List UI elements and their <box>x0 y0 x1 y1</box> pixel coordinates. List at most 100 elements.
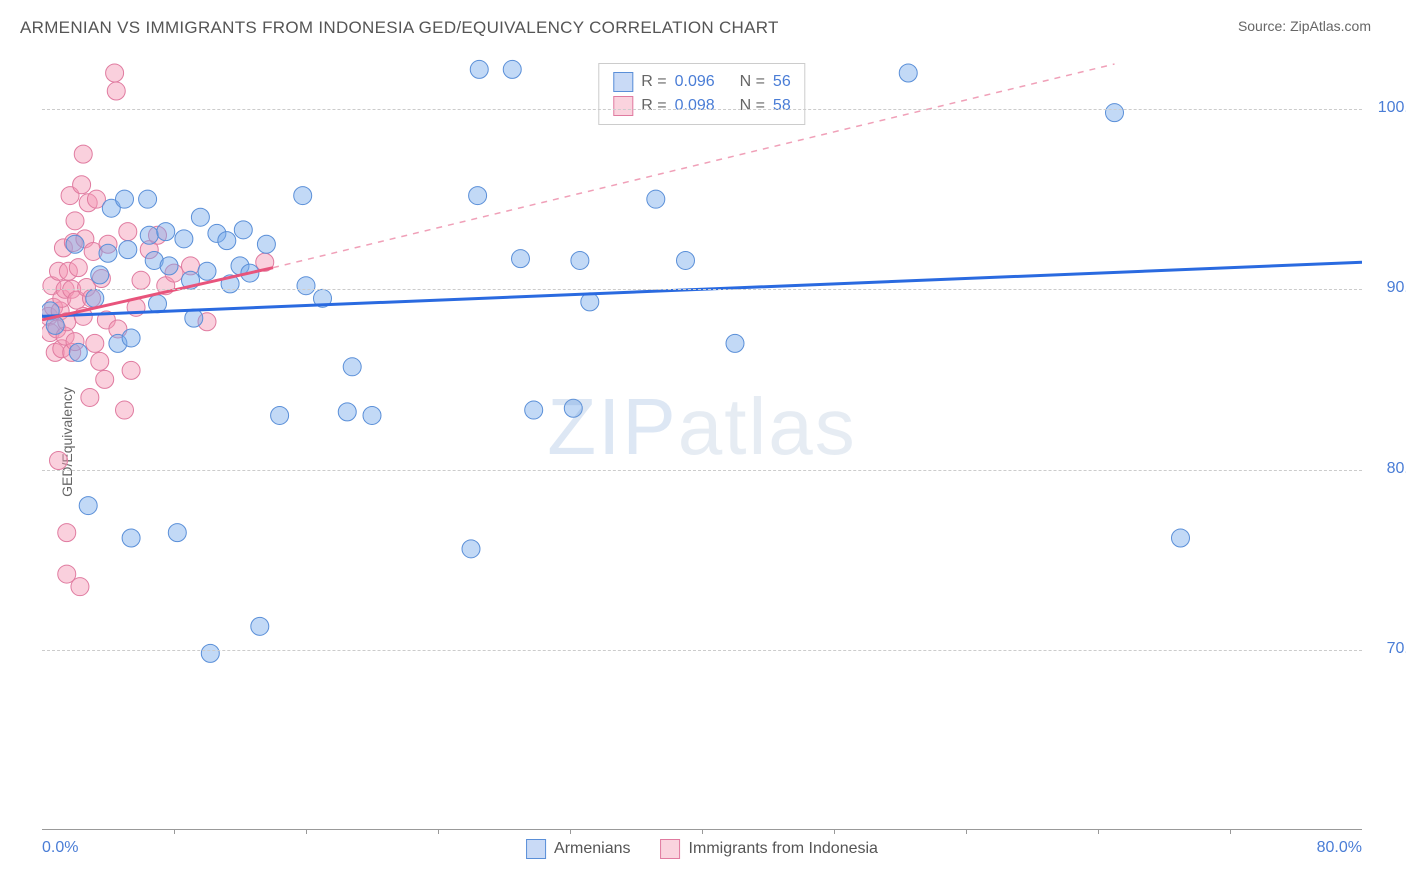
stats-legend-row: R = 0.096 N = 56 <box>613 70 790 94</box>
x-tick <box>306 829 307 834</box>
series-legend: Armenians Immigrants from Indonesia <box>526 839 878 859</box>
gridline <box>42 470 1362 471</box>
scatter-point <box>71 578 89 596</box>
scatter-point <box>503 60 521 78</box>
scatter-point <box>96 370 114 388</box>
scatter-point <box>726 334 744 352</box>
scatter-point <box>251 617 269 635</box>
scatter-point <box>1172 529 1190 547</box>
scatter-point <box>116 401 134 419</box>
r-value: 0.098 <box>675 97 715 115</box>
scatter-point <box>107 82 125 100</box>
x-tick <box>966 829 967 834</box>
x-tick <box>1098 829 1099 834</box>
scatter-point <box>294 187 312 205</box>
r-label: R = <box>641 73 666 91</box>
x-tick <box>702 829 703 834</box>
n-label: N = <box>740 73 765 91</box>
scatter-point <box>99 244 117 262</box>
scatter-point <box>899 64 917 82</box>
scatter-point <box>119 223 137 241</box>
x-max-label: 80.0% <box>1317 839 1362 857</box>
x-tick <box>438 829 439 834</box>
n-value: 56 <box>773 73 791 91</box>
scatter-point <box>470 60 488 78</box>
scatter-point <box>122 361 140 379</box>
y-tick-label: 90.0% <box>1387 279 1406 297</box>
scatter-point <box>132 271 150 289</box>
scatter-point <box>86 289 104 307</box>
scatter-point <box>160 257 178 275</box>
x-tick <box>834 829 835 834</box>
n-label: N = <box>740 97 765 115</box>
series-legend-item: Armenians <box>526 839 630 859</box>
scatter-point <box>469 187 487 205</box>
x-tick <box>570 829 571 834</box>
scatter-point <box>66 235 84 253</box>
scatter-point <box>66 212 84 230</box>
scatter-point <box>175 230 193 248</box>
legend-swatch <box>613 72 633 92</box>
scatter-point <box>122 529 140 547</box>
scatter-point <box>191 208 209 226</box>
scatter-point <box>198 262 216 280</box>
scatter-point <box>257 235 275 253</box>
scatter-point <box>106 64 124 82</box>
scatter-point <box>81 388 99 406</box>
stats-legend: R = 0.096 N = 56 R = 0.098 N = 58 <box>598 63 805 125</box>
legend-label: Armenians <box>554 840 630 858</box>
chart-area: GED/Equivalency ZIPatlas R = 0.096 N = 5… <box>42 55 1362 830</box>
scatter-point <box>168 524 186 542</box>
scatter-point <box>73 176 91 194</box>
scatter-point <box>564 399 582 417</box>
scatter-point <box>69 343 87 361</box>
scatter-point <box>201 644 219 662</box>
r-label: R = <box>641 97 666 115</box>
scatter-point <box>647 190 665 208</box>
stats-legend-row: R = 0.098 N = 58 <box>613 94 790 118</box>
scatter-point <box>58 524 76 542</box>
legend-swatch <box>661 839 681 859</box>
n-value: 58 <box>773 97 791 115</box>
scatter-point <box>119 241 137 259</box>
scatter-point <box>571 251 589 269</box>
scatter-point <box>79 497 97 515</box>
y-tick-label: 100.0% <box>1378 99 1406 117</box>
scatter-point <box>1106 104 1124 122</box>
scatter-point <box>297 277 315 295</box>
y-tick-label: 80.0% <box>1387 460 1406 478</box>
scatter-point <box>462 540 480 558</box>
scatter-point <box>69 259 87 277</box>
scatter-point <box>140 226 158 244</box>
scatter-point <box>139 190 157 208</box>
scatter-point <box>525 401 543 419</box>
scatter-point <box>338 403 356 421</box>
scatter-point <box>363 406 381 424</box>
scatter-point <box>122 329 140 347</box>
scatter-point <box>512 250 530 268</box>
scatter-point <box>677 251 695 269</box>
legend-swatch <box>526 839 546 859</box>
legend-label: Immigrants from Indonesia <box>689 840 878 858</box>
scatter-point <box>343 358 361 376</box>
x-min-label: 0.0% <box>42 839 78 857</box>
source-label: Source: ZipAtlas.com <box>1238 18 1371 34</box>
scatter-point <box>234 221 252 239</box>
r-value: 0.096 <box>675 73 715 91</box>
gridline <box>42 109 1362 110</box>
gridline <box>42 289 1362 290</box>
scatter-point <box>74 145 92 163</box>
gridline <box>42 650 1362 651</box>
scatter-point <box>50 452 68 470</box>
legend-swatch <box>613 96 633 116</box>
y-tick-label: 70.0% <box>1387 640 1406 658</box>
scatter-point <box>116 190 134 208</box>
scatter-point <box>271 406 289 424</box>
chart-title: ARMENIAN VS IMMIGRANTS FROM INDONESIA GE… <box>20 18 779 38</box>
scatter-point <box>91 352 109 370</box>
scatter-point <box>86 334 104 352</box>
scatter-point <box>157 223 175 241</box>
x-tick <box>1230 829 1231 834</box>
scatter-point <box>91 266 109 284</box>
scatter-plot-svg <box>42 55 1362 830</box>
